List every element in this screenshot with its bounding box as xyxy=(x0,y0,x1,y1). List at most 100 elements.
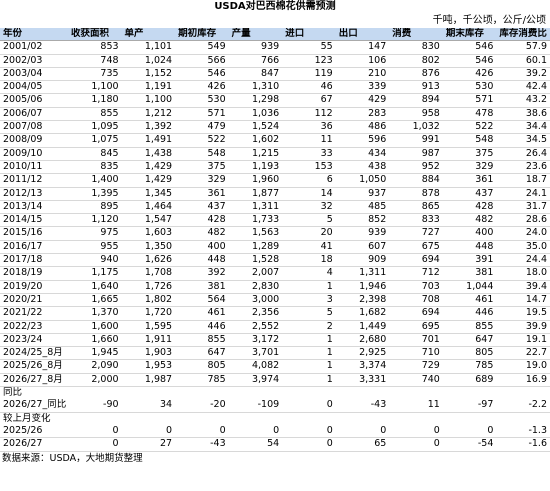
cell: 283 xyxy=(335,107,390,122)
cell: 3,331 xyxy=(335,373,390,388)
cell: 41 xyxy=(282,240,336,255)
cell: 428 xyxy=(175,213,229,228)
cell: 2016/17 xyxy=(0,240,68,255)
cell: 2,007 xyxy=(228,266,283,281)
cell: 434 xyxy=(335,147,390,161)
section-label: 较上月变化 xyxy=(3,412,51,424)
data-row: 2020/21 1,665 1,802 564 3,000 3 2,398 708 461 14.… xyxy=(0,293,550,308)
cell: 0 xyxy=(282,437,336,452)
header-cell: 产量 xyxy=(228,28,283,42)
cell: 2023/24 xyxy=(0,333,68,348)
cell: 461 xyxy=(442,293,497,308)
cell: 485 xyxy=(335,200,390,215)
cell: 1 xyxy=(282,373,336,388)
cell: 740 xyxy=(389,373,443,388)
cell: 1,720 xyxy=(121,306,176,321)
cell: 1,626 xyxy=(121,253,176,268)
cell: 65 xyxy=(335,437,390,452)
cell: 0 xyxy=(442,424,497,439)
cell: 1,946 xyxy=(335,280,390,294)
cell: 3,974 xyxy=(228,373,283,388)
cell: 26.4 xyxy=(496,147,550,161)
cell: 884 xyxy=(389,173,443,188)
cell: 1,100 xyxy=(68,80,122,95)
cell: 694 xyxy=(389,253,443,268)
cell: 847 xyxy=(228,67,283,82)
cell: 153 xyxy=(282,160,336,175)
cell: 6 xyxy=(282,173,336,188)
cell: 0 xyxy=(121,424,176,439)
data-row: 2008/09 1,075 1,491 522 1,602 11 596 991 548 34.5 xyxy=(0,133,550,148)
cell: 729 xyxy=(389,359,443,374)
header-cell: 进口 xyxy=(282,28,336,42)
cell: 805 xyxy=(175,359,229,374)
data-row: 2006/07 855 1,212 571 1,036 112 283 958 478 38.6 xyxy=(0,107,550,122)
cell: 119 xyxy=(282,67,336,82)
cell: 987 xyxy=(389,147,443,161)
cell: 1,987 xyxy=(121,373,176,388)
cell: 2,000 xyxy=(68,373,122,388)
cell: 437 xyxy=(442,187,497,201)
cell: -109 xyxy=(228,399,283,413)
cell: 548 xyxy=(442,133,497,148)
cell: 701 xyxy=(389,333,443,348)
cell: 566 xyxy=(175,54,229,68)
cell: 522 xyxy=(175,133,229,148)
cell: 2015/16 xyxy=(0,226,68,241)
cell: 548 xyxy=(175,147,229,161)
cell: 735 xyxy=(68,67,122,82)
cell: 426 xyxy=(442,67,497,82)
cell: 855 xyxy=(68,107,122,122)
cell: 689 xyxy=(442,373,497,388)
cell: 2003/04 xyxy=(0,67,68,82)
cell: 2022/23 xyxy=(0,320,68,334)
header-cell: 年份 xyxy=(0,28,68,42)
cell: 486 xyxy=(335,120,390,135)
cell: 2,090 xyxy=(68,359,122,374)
cell: 647 xyxy=(175,346,229,361)
cell: 18.7 xyxy=(496,173,550,188)
cell: 939 xyxy=(335,226,390,241)
cell: 32 xyxy=(282,200,336,215)
cell: 67 xyxy=(282,93,336,108)
cell: 1,547 xyxy=(121,213,176,228)
header-cell: 消费 xyxy=(389,28,443,42)
cell: 3 xyxy=(282,293,336,308)
cell: 2026/27 xyxy=(0,437,68,452)
data-row: 2018/19 1,175 1,708 392 2,007 4 1,311 712 381 18.… xyxy=(0,266,550,281)
cell: 482 xyxy=(442,213,497,228)
cell: 339 xyxy=(335,80,390,95)
cell: 1,400 xyxy=(68,173,122,188)
cell: 0 xyxy=(68,424,122,439)
cell: 1,726 xyxy=(121,280,176,294)
cell: 1,310 xyxy=(228,80,283,95)
cell: 42.4 xyxy=(496,80,550,95)
cell: 19.5 xyxy=(496,306,550,321)
cell: 478 xyxy=(442,107,497,122)
cell: 2021/22 xyxy=(0,306,68,321)
cell: 147 xyxy=(335,40,390,55)
cell: 1,095 xyxy=(68,120,122,135)
data-row: 2024/25_8月 1,945 1,903 647 3,701 1 2,925 710 805… xyxy=(0,346,550,361)
cell: 878 xyxy=(389,187,443,201)
cell: 2006/07 xyxy=(0,107,68,122)
cell: 1,101 xyxy=(121,40,176,55)
cell: 522 xyxy=(442,120,497,135)
cell: 2,680 xyxy=(335,333,390,348)
cell: 392 xyxy=(175,266,229,281)
cell: 381 xyxy=(442,266,497,281)
data-row: 2016/17 955 1,350 400 1,289 41 607 675 448 35.0 xyxy=(0,240,550,255)
cell: 0 xyxy=(282,424,336,439)
cell: 855 xyxy=(175,333,229,348)
data-row: 2023/24 1,660 1,911 855 3,172 1 2,680 701 647 19.… xyxy=(0,333,550,348)
cell: 1,600 xyxy=(68,320,122,334)
cell: 5 xyxy=(282,306,336,321)
cell: 1,298 xyxy=(228,93,283,108)
cell: 112 xyxy=(282,107,336,122)
cell: 3,374 xyxy=(335,359,390,374)
cell: 958 xyxy=(389,107,443,122)
cell: 748 xyxy=(68,54,122,68)
cell: 1,524 xyxy=(228,120,283,135)
cell: 1,036 xyxy=(228,107,283,122)
cell: 54 xyxy=(228,437,283,452)
